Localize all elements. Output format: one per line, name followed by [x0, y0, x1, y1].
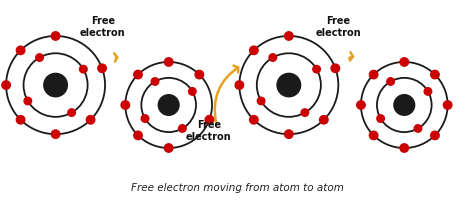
Ellipse shape — [16, 116, 25, 124]
Ellipse shape — [121, 101, 129, 109]
Ellipse shape — [387, 78, 394, 85]
Ellipse shape — [331, 64, 339, 73]
Ellipse shape — [158, 95, 179, 115]
Ellipse shape — [301, 109, 309, 116]
Ellipse shape — [400, 144, 409, 152]
Ellipse shape — [431, 70, 439, 79]
Ellipse shape — [68, 109, 75, 116]
Ellipse shape — [98, 64, 106, 73]
Ellipse shape — [16, 46, 25, 55]
Ellipse shape — [164, 58, 173, 66]
Ellipse shape — [80, 65, 87, 73]
Ellipse shape — [134, 131, 142, 140]
Ellipse shape — [250, 116, 258, 124]
Text: Free electron moving from atom to atom: Free electron moving from atom to atom — [130, 183, 344, 193]
Ellipse shape — [369, 70, 378, 79]
Ellipse shape — [257, 97, 265, 105]
Ellipse shape — [284, 130, 293, 138]
Ellipse shape — [414, 125, 422, 132]
Text: Free
electron: Free electron — [316, 16, 361, 39]
Ellipse shape — [51, 32, 60, 40]
Text: Free
electron: Free electron — [80, 16, 126, 39]
Ellipse shape — [44, 73, 67, 97]
Ellipse shape — [250, 46, 258, 55]
Ellipse shape — [235, 81, 244, 89]
Ellipse shape — [284, 32, 293, 40]
Ellipse shape — [357, 101, 365, 109]
Ellipse shape — [431, 131, 439, 140]
Ellipse shape — [24, 97, 32, 105]
Ellipse shape — [369, 131, 378, 140]
Ellipse shape — [443, 101, 452, 109]
Ellipse shape — [189, 88, 196, 95]
Ellipse shape — [313, 65, 320, 73]
Ellipse shape — [319, 116, 328, 124]
Ellipse shape — [151, 78, 159, 85]
Ellipse shape — [2, 81, 10, 89]
Ellipse shape — [86, 116, 95, 124]
Ellipse shape — [141, 115, 149, 122]
Ellipse shape — [277, 73, 301, 97]
Ellipse shape — [400, 58, 409, 66]
Ellipse shape — [424, 88, 432, 95]
Ellipse shape — [394, 95, 415, 115]
Text: Free
electron: Free electron — [186, 120, 231, 142]
Ellipse shape — [377, 115, 384, 122]
Ellipse shape — [51, 130, 60, 138]
Ellipse shape — [36, 54, 43, 61]
Ellipse shape — [205, 116, 214, 124]
Ellipse shape — [179, 125, 186, 132]
Ellipse shape — [195, 70, 203, 79]
Ellipse shape — [164, 144, 173, 152]
Ellipse shape — [269, 54, 277, 61]
Ellipse shape — [134, 70, 142, 79]
